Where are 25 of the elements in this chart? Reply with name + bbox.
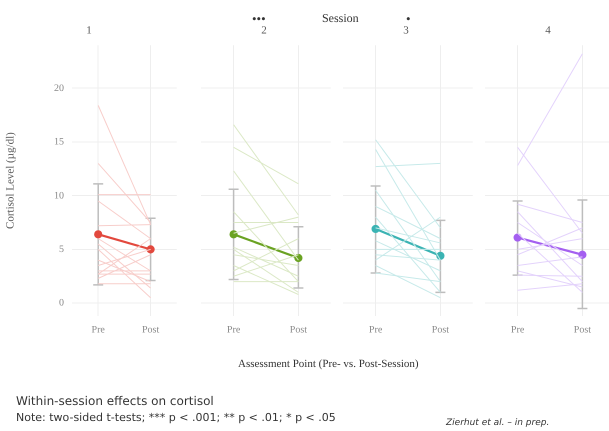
chart-title: 3 xyxy=(403,24,410,36)
x-tick-label: Pre xyxy=(92,324,106,336)
y-tick-label: 15 xyxy=(54,136,64,148)
x-tick-label: Post xyxy=(142,324,160,336)
x-tick-label: Post xyxy=(574,324,592,336)
chart-title: 2 xyxy=(261,24,267,36)
text: Note: two-sided t-tests; *** p < .001; ** p < .01; * p < .05 xyxy=(16,411,336,424)
x-tick-label: Post xyxy=(432,324,450,336)
y-tick-label: 10 xyxy=(54,190,64,202)
text: Assessment Point (Pre- vs. Post-Session) xyxy=(238,358,419,370)
x-tick-label: Post xyxy=(290,324,308,336)
text: Zierhut et al. – in prep. xyxy=(446,418,550,428)
text: Within-session effects on cortisol xyxy=(16,394,214,408)
text: Session xyxy=(322,11,359,26)
text: • xyxy=(406,11,411,26)
chart-title: 4 xyxy=(545,24,552,36)
x-tick-label: Pre xyxy=(510,324,525,336)
y-tick-label: 0 xyxy=(59,298,64,309)
x-tick-label: Pre xyxy=(226,324,241,336)
y-axis-title: Cortisol Level (µg/dl) xyxy=(4,132,16,229)
y-tick-label: 5 xyxy=(59,244,64,255)
text: ••• xyxy=(252,11,266,26)
x-tick-label: Pre xyxy=(368,324,383,336)
chart-title: 1 xyxy=(86,24,92,36)
y-tick-label: 20 xyxy=(54,82,64,94)
